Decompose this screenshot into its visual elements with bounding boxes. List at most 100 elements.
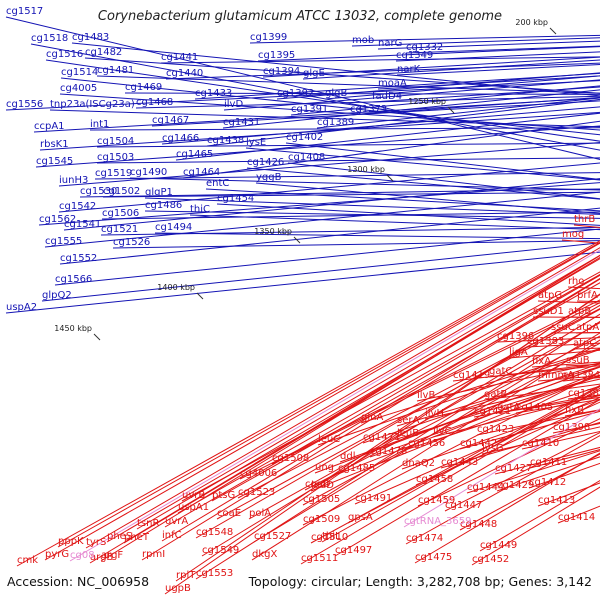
leader-line bbox=[302, 371, 600, 526]
gene-label: cg1466 bbox=[162, 133, 199, 144]
leader-line bbox=[100, 254, 600, 562]
leader-line bbox=[5, 16, 600, 160]
leader-line bbox=[262, 56, 600, 78]
gene-labels: cg1517 cg1518 cg1516 cg1514 cg4005 tnp23a(ISC… bbox=[6, 6, 600, 594]
gene-label: cg1478 bbox=[370, 446, 407, 457]
leader-line bbox=[271, 302, 600, 465]
gene-label: fixB bbox=[565, 405, 584, 416]
leader-line bbox=[403, 408, 600, 528]
leader-line bbox=[324, 75, 600, 100]
leader-line bbox=[129, 177, 600, 191]
leader-line bbox=[96, 142, 600, 148]
gene-label: cg4005 bbox=[60, 83, 97, 94]
accession-text: Accession: NC_006958 bbox=[7, 574, 149, 589]
position-ticks: 200 kbp 1250 kbp 1300 kbp 1350 kbp 1400 kbp 1… bbox=[54, 18, 557, 341]
gene-label: ligA bbox=[509, 347, 528, 358]
leader-line bbox=[38, 182, 600, 226]
gene-label: cg1511 bbox=[301, 553, 338, 564]
leader-line bbox=[154, 232, 600, 240]
leader-line bbox=[164, 274, 600, 528]
leader-line bbox=[314, 365, 600, 474]
gene-label: thrB bbox=[574, 214, 595, 225]
gene-label: coaD bbox=[305, 479, 331, 490]
gene-label: cg1474 bbox=[406, 533, 443, 544]
leader-line bbox=[177, 273, 600, 514]
gene-label: mob bbox=[352, 35, 374, 46]
gene-label: cg1441 bbox=[161, 52, 198, 63]
leader-line bbox=[94, 172, 600, 180]
gene-label: gatC bbox=[489, 366, 512, 377]
tick-mark bbox=[386, 174, 394, 182]
leader-line bbox=[223, 79, 600, 111]
gene-label: mog bbox=[562, 229, 584, 240]
gene-label: cg1521 bbox=[101, 224, 138, 235]
gene-label: glnA bbox=[361, 412, 383, 423]
gene-label: cg1541 bbox=[64, 219, 101, 230]
gene-label: cg1518 bbox=[31, 33, 68, 44]
gene-label: cg1383 bbox=[527, 336, 564, 347]
gene-label: lysE bbox=[246, 137, 266, 148]
gene-label: ilvD bbox=[224, 99, 243, 110]
tick-label: 1350 kbp bbox=[254, 227, 292, 236]
gene-label: cg1523 bbox=[238, 487, 275, 498]
leader-line bbox=[44, 191, 600, 248]
gene-label: coaE bbox=[217, 508, 241, 519]
gene-label: cg1465 bbox=[176, 149, 213, 160]
leader-line bbox=[58, 142, 600, 187]
leader-line bbox=[160, 56, 600, 64]
gene-label: cg1426 bbox=[247, 157, 284, 168]
leader-line bbox=[79, 188, 600, 198]
leader-line bbox=[285, 142, 600, 181]
gene-label: ssuB bbox=[566, 355, 590, 366]
gene-label: leuD bbox=[311, 480, 334, 491]
gene-label: ccpA1 bbox=[34, 121, 65, 132]
gene-label: cg1506 bbox=[102, 208, 139, 219]
leader-line bbox=[101, 211, 600, 220]
gene-label: cg1503 bbox=[97, 152, 134, 163]
gene-label: cg1481 bbox=[97, 65, 134, 76]
gene-label: gatB bbox=[484, 389, 507, 400]
gene-label: cg1517 bbox=[6, 6, 43, 17]
gene-label: cg1421 bbox=[474, 406, 511, 417]
gene-label: cg1556 bbox=[6, 99, 43, 110]
leader-line bbox=[337, 371, 600, 475]
gene-label: cg1349 bbox=[396, 50, 433, 61]
leader-line bbox=[175, 112, 600, 161]
gene-label: cg1482 bbox=[85, 47, 122, 58]
leader-line bbox=[144, 197, 600, 215]
gene-label: fixA bbox=[532, 356, 551, 367]
gene-label: ilvC bbox=[433, 426, 451, 437]
gene-label: cg1562 bbox=[39, 214, 76, 225]
leader-line bbox=[59, 207, 600, 265]
gene-label: cg1545 bbox=[36, 156, 73, 167]
leader-line bbox=[371, 86, 600, 103]
leader-line bbox=[310, 384, 600, 544]
gene-label: cg1464 bbox=[183, 167, 220, 178]
leader-line bbox=[63, 178, 600, 231]
tick-label: 1300 kbp bbox=[347, 165, 385, 174]
gene-label: rho bbox=[568, 276, 584, 287]
gene-label: cg1410 bbox=[522, 438, 559, 449]
gene-label: moaA bbox=[378, 78, 407, 89]
gene-label: glgE bbox=[303, 68, 325, 79]
gene-label: gatA bbox=[497, 402, 520, 413]
gene-label: cg1509 bbox=[303, 514, 340, 525]
gene-label: cg1433 bbox=[195, 88, 232, 99]
gene-label: cg1519 bbox=[95, 168, 132, 179]
gene-label: yggB bbox=[256, 172, 282, 183]
gene-label: glpQ2 bbox=[42, 290, 72, 301]
leader-line bbox=[102, 191, 600, 198]
tick-mark bbox=[196, 292, 204, 300]
gene-label: cg1444 bbox=[467, 482, 504, 493]
gene-label: cg1385 bbox=[568, 388, 600, 399]
gene-label: cg1548 bbox=[196, 527, 233, 538]
leader-line bbox=[123, 256, 600, 544]
leader-line bbox=[347, 389, 600, 524]
leader-line bbox=[396, 64, 600, 76]
gene-label: cg1542 bbox=[59, 201, 96, 212]
gene-label: cg08 bbox=[70, 550, 95, 561]
leader-line bbox=[206, 98, 600, 147]
gene-label: atpA bbox=[576, 322, 599, 333]
gene-label: cg1396 bbox=[497, 331, 534, 342]
gene-label: cg1516 bbox=[46, 49, 83, 60]
